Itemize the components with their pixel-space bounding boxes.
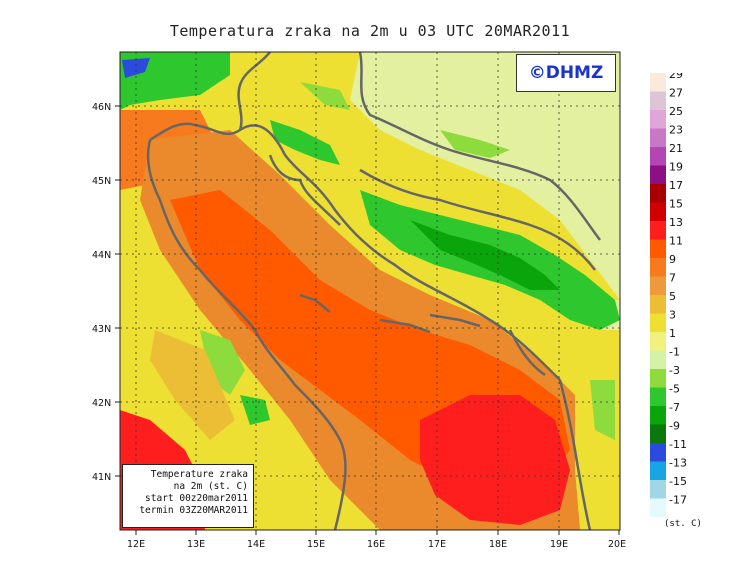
lon-label-20e: 20E xyxy=(608,539,626,550)
legend-label: 15 xyxy=(669,198,683,211)
lon-label-12e: 12E xyxy=(127,539,145,550)
legend-swatch xyxy=(650,461,666,480)
legend-swatch xyxy=(650,350,666,369)
legend-label: -11 xyxy=(669,438,687,451)
legend-swatch xyxy=(650,221,666,240)
info-line-2: na 2m (st. C) xyxy=(173,481,248,492)
tick-marks xyxy=(115,105,620,535)
legend-swatch xyxy=(650,258,666,277)
map-title: Temperatura zraka na 2m u 03 UTC 20MAR20… xyxy=(169,22,571,40)
legend-label: -15 xyxy=(669,475,687,488)
legend-swatch xyxy=(650,147,666,166)
plot-frame xyxy=(119,51,621,531)
lon-label-16e: 16E xyxy=(367,539,385,550)
legend-swatch xyxy=(650,239,666,258)
legend-swatch xyxy=(650,406,666,425)
lat-label-42n: 42N xyxy=(92,398,111,409)
legend-swatch xyxy=(650,165,666,184)
lat-lon-grid xyxy=(120,52,620,530)
legend-swatch xyxy=(650,91,666,110)
legend-swatch xyxy=(650,202,666,221)
legend-label: 1 xyxy=(669,327,676,340)
legend-label: -13 xyxy=(669,457,687,470)
legend-swatch xyxy=(650,480,666,499)
coastline-borders xyxy=(146,52,602,530)
lon-label-13e: 13E xyxy=(187,539,205,550)
info-line-3: start 00z20mar2011 xyxy=(145,493,248,504)
legend-label: -1 xyxy=(669,346,680,359)
lon-label-15e: 15E xyxy=(307,539,325,550)
legend-swatch xyxy=(650,498,666,517)
lon-label-14e: 14E xyxy=(247,539,265,550)
legend-swatch xyxy=(650,128,666,147)
legend-label: 3 xyxy=(669,309,676,322)
temperature-field xyxy=(120,52,620,530)
lat-label-44n: 44N xyxy=(92,250,111,261)
lon-label-18e: 18E xyxy=(489,539,507,550)
legend-unit: (st. C) xyxy=(664,519,702,529)
legend-swatch xyxy=(650,295,666,314)
legend-swatch xyxy=(650,332,666,351)
lon-label-17e: 17E xyxy=(428,539,446,550)
legend-label: 7 xyxy=(669,272,676,285)
legend-label: 11 xyxy=(669,235,683,248)
legend-swatch xyxy=(650,184,666,203)
color-legend: 29 27 25 23 21 19 17 15 13 11 9 7 5 3 1 -1 -3 -5 -7 -9 -11 -1… xyxy=(650,73,687,517)
lat-label-41n: 41N xyxy=(92,472,111,483)
legend-swatch xyxy=(650,73,666,92)
legend-swatch xyxy=(650,387,666,406)
legend-label: -9 xyxy=(669,420,680,433)
lon-label-19e: 19E xyxy=(550,539,568,550)
legend-label: -7 xyxy=(669,401,680,414)
legend-label: -3 xyxy=(669,364,680,377)
info-line-4: termin 03Z20MAR2011 xyxy=(139,505,248,516)
legend-label: 17 xyxy=(669,179,683,192)
legend-label: -5 xyxy=(669,383,680,396)
legend-label: -17 xyxy=(669,494,687,507)
lat-label-43n: 43N xyxy=(92,324,111,335)
info-line-1: Temperature zraka xyxy=(150,469,248,480)
legend-swatch xyxy=(650,276,666,295)
legend-label: 27 xyxy=(669,87,683,100)
legend-swatch xyxy=(650,110,666,129)
legend-label: 23 xyxy=(669,124,683,137)
legend-swatch xyxy=(650,443,666,462)
lat-label-46n: 46N xyxy=(92,102,111,113)
legend-swatch xyxy=(650,313,666,332)
legend-label: 29 xyxy=(669,73,683,81)
info-box: Temperature zraka na 2m (st. C) start 00… xyxy=(122,464,254,528)
legend-label: 13 xyxy=(669,216,683,229)
legend-swatch xyxy=(650,424,666,443)
legend-label: 25 xyxy=(669,105,683,118)
legend-label: 21 xyxy=(669,142,683,155)
legend-label: 19 xyxy=(669,161,683,174)
legend-label: 9 xyxy=(669,253,676,266)
legend-label: 5 xyxy=(669,290,676,303)
dhmz-logo: ©DHMZ xyxy=(516,54,616,92)
lat-label-45n: 45N xyxy=(92,176,111,187)
legend-swatch xyxy=(650,369,666,388)
